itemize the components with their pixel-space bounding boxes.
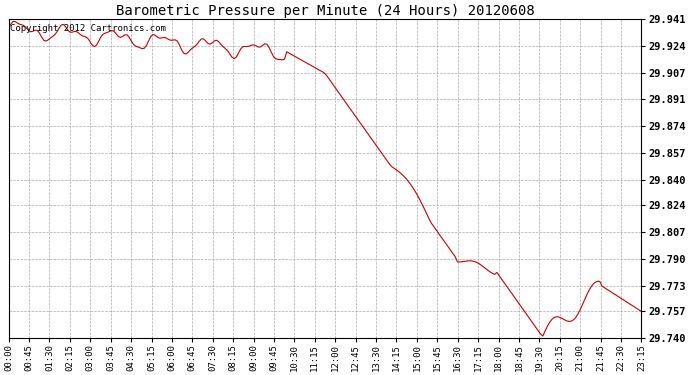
Title: Barometric Pressure per Minute (24 Hours) 20120608: Barometric Pressure per Minute (24 Hours…: [116, 4, 534, 18]
Text: Copyright 2012 Cartronics.com: Copyright 2012 Cartronics.com: [10, 24, 166, 33]
